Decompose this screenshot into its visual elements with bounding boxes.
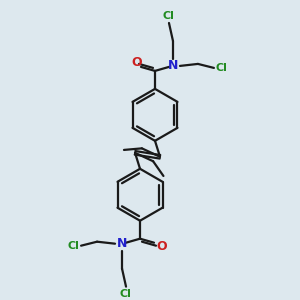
Text: O: O xyxy=(132,56,142,69)
Text: Cl: Cl xyxy=(67,241,79,251)
Text: Cl: Cl xyxy=(162,11,174,21)
Text: N: N xyxy=(117,237,127,250)
Text: N: N xyxy=(168,59,178,72)
Text: O: O xyxy=(157,240,167,253)
Text: Cl: Cl xyxy=(119,289,131,298)
Text: Cl: Cl xyxy=(216,63,228,73)
